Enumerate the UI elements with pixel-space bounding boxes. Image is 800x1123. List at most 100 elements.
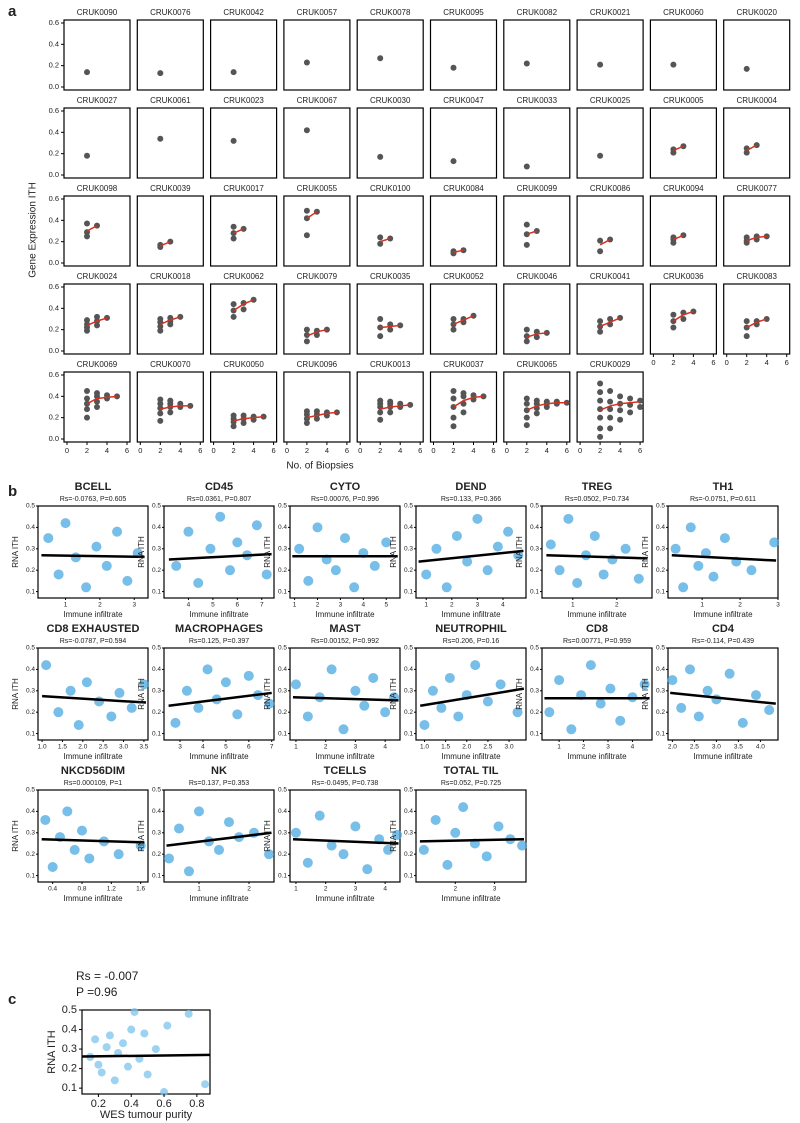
plot-frame: [667, 647, 779, 741]
fit-line: [160, 240, 171, 247]
plot-frame: [649, 195, 718, 267]
point: [607, 388, 614, 394]
point: [303, 127, 310, 134]
panel-title: CD4: [712, 623, 735, 635]
x-tick-label: 6: [491, 446, 495, 455]
point: [387, 398, 394, 405]
point: [303, 232, 310, 239]
point: [290, 679, 301, 690]
panel-title: CRUK0084: [443, 184, 484, 193]
point: [595, 698, 606, 709]
point: [533, 410, 540, 417]
panel-title: CYTO: [330, 481, 361, 493]
point: [495, 679, 506, 690]
panel-title: MACROPHAGES: [175, 623, 263, 635]
x-tick-label: 2: [453, 886, 457, 893]
point: [181, 685, 192, 696]
point: [202, 664, 213, 675]
y-tick-label: 0.1: [152, 730, 161, 737]
y-tick-label: 0.1: [404, 730, 413, 737]
x-tick-label: 4: [362, 602, 366, 609]
x-axis-label: WES tumour purity: [100, 1109, 193, 1121]
point: [130, 1007, 139, 1016]
point: [392, 829, 403, 840]
panel-title: CRUK0004: [736, 96, 777, 105]
plot-frame: [163, 789, 275, 883]
point: [84, 395, 90, 402]
point: [84, 321, 90, 328]
point: [47, 862, 58, 873]
point: [523, 395, 530, 402]
point: [693, 560, 704, 571]
y-tick-label: 0.4: [404, 666, 413, 673]
y-tick-label: 0.0: [49, 258, 59, 267]
point: [607, 425, 614, 432]
x-tick-label: 1.5: [58, 744, 67, 751]
point: [670, 324, 677, 331]
y-tick-label: 0.3: [152, 830, 161, 837]
plot-frame: [576, 283, 644, 355]
point: [94, 1060, 103, 1069]
point: [84, 853, 95, 864]
x-tick-label: 0: [578, 446, 582, 455]
x-tick-label: 1: [294, 744, 298, 751]
panel-title: CD8: [586, 623, 608, 635]
y-tick-label: 0.2: [152, 567, 161, 574]
y-axis-label: RNA ITH: [137, 536, 146, 568]
fit-line: [86, 395, 118, 405]
point: [69, 844, 80, 855]
x-tick-label: 4: [765, 358, 769, 367]
panel-title: CRUK0035: [370, 272, 411, 281]
point: [302, 711, 313, 722]
x-tick-label: 2: [316, 602, 320, 609]
point: [441, 582, 452, 593]
x-axis-label: Immune infiltrate: [189, 894, 249, 903]
fit-line: [166, 831, 272, 847]
point: [53, 569, 64, 580]
point: [553, 398, 560, 405]
point: [450, 423, 457, 430]
x-tick-label: 2: [324, 886, 328, 893]
point: [607, 398, 614, 405]
y-tick-label: 0.1: [278, 730, 287, 737]
point: [533, 397, 540, 404]
panel-stats: Rs=-0.0495, P=0.738: [312, 780, 379, 787]
point: [693, 711, 704, 722]
plot-frame: [503, 107, 571, 179]
x-tick-label: 7: [260, 602, 264, 609]
point: [225, 565, 235, 576]
fit-line: [160, 316, 181, 326]
x-tick-label: 5: [211, 602, 215, 609]
fit-line: [671, 553, 777, 562]
point: [350, 685, 361, 696]
y-tick-label: 0.1: [26, 588, 35, 595]
point: [381, 537, 392, 548]
point: [607, 316, 614, 322]
point: [240, 306, 247, 313]
point: [313, 408, 320, 415]
y-tick-label: 0.2: [530, 567, 539, 574]
point: [617, 416, 624, 423]
point: [615, 715, 626, 726]
fit-line: [453, 315, 474, 326]
point: [312, 522, 323, 533]
plot-frame: [429, 19, 498, 91]
point: [482, 565, 493, 576]
fit-line: [746, 318, 767, 329]
point: [230, 235, 237, 242]
y-tick-label: 0.4: [26, 666, 35, 673]
y-tick-label: 0.4: [62, 1023, 77, 1035]
point: [91, 1035, 100, 1044]
panel-title: CRUK0047: [443, 96, 484, 105]
x-tick-label: 2: [158, 446, 162, 455]
point: [359, 700, 370, 711]
panel-title: CRUK0033: [517, 96, 558, 105]
point: [167, 397, 174, 404]
y-tick-label: 0.1: [278, 588, 287, 595]
point: [533, 334, 540, 341]
point: [523, 422, 530, 429]
x-tick-label: 2: [671, 358, 675, 367]
point: [598, 569, 609, 580]
x-tick-label: 2: [738, 602, 742, 609]
